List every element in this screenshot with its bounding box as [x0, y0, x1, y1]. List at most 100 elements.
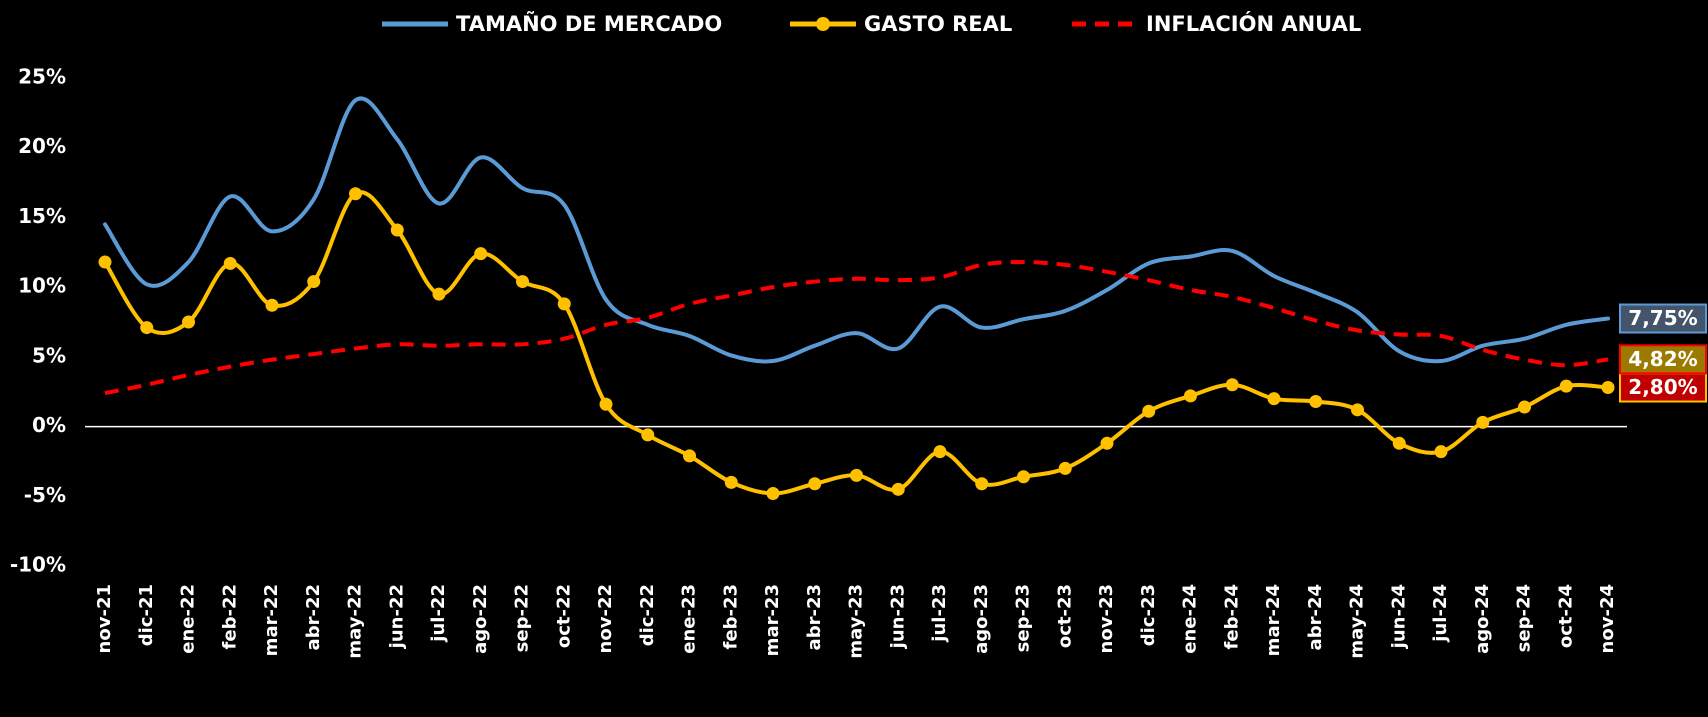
end-label-box: [1619, 372, 1707, 403]
y-tick-label: 10%: [18, 274, 66, 298]
point-marker: [516, 275, 529, 289]
point-marker: [808, 477, 822, 491]
end-label: 4,82%: [1619, 344, 1707, 375]
point-marker: [1058, 461, 1072, 475]
point-marker: [1017, 470, 1030, 484]
point-marker: [891, 482, 905, 496]
end-label-text: 2,80%: [1628, 375, 1697, 399]
point-marker: [1100, 436, 1114, 450]
point-marker: [474, 247, 488, 261]
y-tick-label: 20%: [18, 134, 66, 158]
point-marker: [432, 287, 446, 301]
x-tick-label: jul-24: [1430, 584, 1451, 643]
y-tick-label: -10%: [10, 553, 66, 577]
x-tick-label: dic-21: [136, 584, 157, 646]
x-tick-label: nov-22: [595, 584, 616, 653]
series-line: [103, 96, 1610, 364]
end-label-box: [1619, 344, 1707, 375]
point-marker: [724, 475, 738, 489]
x-tick-label: sep-23: [1013, 584, 1034, 652]
x-tick-label: abr-23: [804, 584, 825, 650]
x-tick-label: nov-23: [1096, 584, 1117, 653]
point-marker: [390, 223, 404, 237]
legend-label: INFLACIÓN ANUAL: [1146, 11, 1361, 36]
point-marker: [975, 477, 989, 491]
x-tick-label: ene-22: [178, 584, 199, 654]
legend-label: TAMAÑO DE MERCADO: [456, 11, 722, 36]
x-tick-label: feb-22: [219, 584, 240, 649]
point-marker: [766, 486, 780, 500]
point-marker: [98, 255, 112, 269]
point-marker: [223, 256, 237, 270]
x-tick-label: jun-23: [887, 584, 908, 649]
point-marker: [1392, 436, 1406, 450]
x-tick-label: nov-24: [1597, 584, 1618, 653]
point-marker: [1184, 389, 1197, 403]
x-tick-label: jun-22: [386, 584, 407, 649]
end-label-text: 7,75%: [1628, 306, 1697, 330]
x-tick-label: may-24: [1347, 584, 1368, 659]
point-marker: [1518, 400, 1531, 414]
point-marker: [599, 397, 613, 411]
x-tick-label: mar-23: [762, 584, 783, 656]
legend-marker: [816, 17, 830, 31]
x-tick-label: ene-24: [1180, 584, 1201, 654]
x-tick-label: ago-23: [971, 584, 992, 654]
point-marker: [349, 187, 362, 201]
point-marker: [1601, 381, 1615, 395]
x-tick-label: sep-22: [512, 584, 533, 652]
x-tick-label: ago-24: [1472, 584, 1493, 654]
x-tick-label: nov-21: [94, 584, 115, 653]
point-marker: [182, 315, 195, 329]
x-tick-label: mar-22: [261, 584, 282, 656]
x-tick-label: jul-23: [929, 584, 950, 643]
x-tick-label: oct-24: [1555, 584, 1576, 648]
x-tick-label: jul-22: [428, 584, 449, 643]
x-tick-label: abr-24: [1305, 584, 1326, 650]
point-marker: [933, 445, 947, 459]
x-tick-label: mar-24: [1263, 584, 1284, 656]
x-tick-label: may-23: [846, 584, 867, 659]
x-tick-label: dic-22: [637, 584, 658, 646]
point-marker: [1225, 378, 1239, 392]
legend-label: GASTO REAL: [864, 12, 1012, 36]
x-tick-label: oct-22: [553, 584, 574, 648]
x-tick-label: sep-24: [1514, 584, 1535, 652]
x-tick-label: feb-23: [720, 584, 741, 649]
end-label: 7,75%: [1619, 303, 1707, 334]
x-tick-label: abr-22: [303, 584, 324, 650]
x-tick-label: oct-23: [1054, 584, 1075, 648]
y-tick-label: 5%: [32, 343, 66, 367]
point-marker: [1476, 415, 1490, 429]
x-tick-label: ago-22: [470, 584, 491, 654]
y-tick-label: 15%: [18, 204, 66, 228]
point-marker: [1559, 379, 1573, 393]
point-marker: [1351, 403, 1364, 417]
y-tick-label: 0%: [32, 413, 66, 437]
x-tick-label: feb-24: [1221, 584, 1242, 649]
point-marker: [307, 275, 321, 289]
point-marker: [1142, 404, 1156, 418]
point-marker: [850, 468, 863, 482]
point-marker: [265, 298, 279, 312]
end-label-text: 4,82%: [1628, 347, 1697, 371]
point-marker: [683, 449, 696, 463]
point-marker: [1267, 392, 1281, 406]
x-tick-label: may-22: [345, 584, 366, 659]
series-line: [104, 260, 1609, 396]
x-tick-label: ene-23: [679, 584, 700, 654]
x-tick-label: dic-23: [1138, 584, 1159, 646]
y-tick-label: 25%: [18, 65, 66, 89]
point-marker: [140, 321, 154, 335]
end-label: 2,80%: [1619, 372, 1707, 403]
y-tick-label: -5%: [24, 483, 66, 507]
x-tick-label: jun-24: [1388, 584, 1409, 649]
point-marker: [1434, 445, 1448, 459]
point-marker: [557, 297, 571, 311]
series-line: [103, 190, 1610, 496]
point-marker: [641, 428, 655, 442]
point-marker: [1309, 394, 1323, 408]
end-label-box: [1619, 303, 1707, 334]
